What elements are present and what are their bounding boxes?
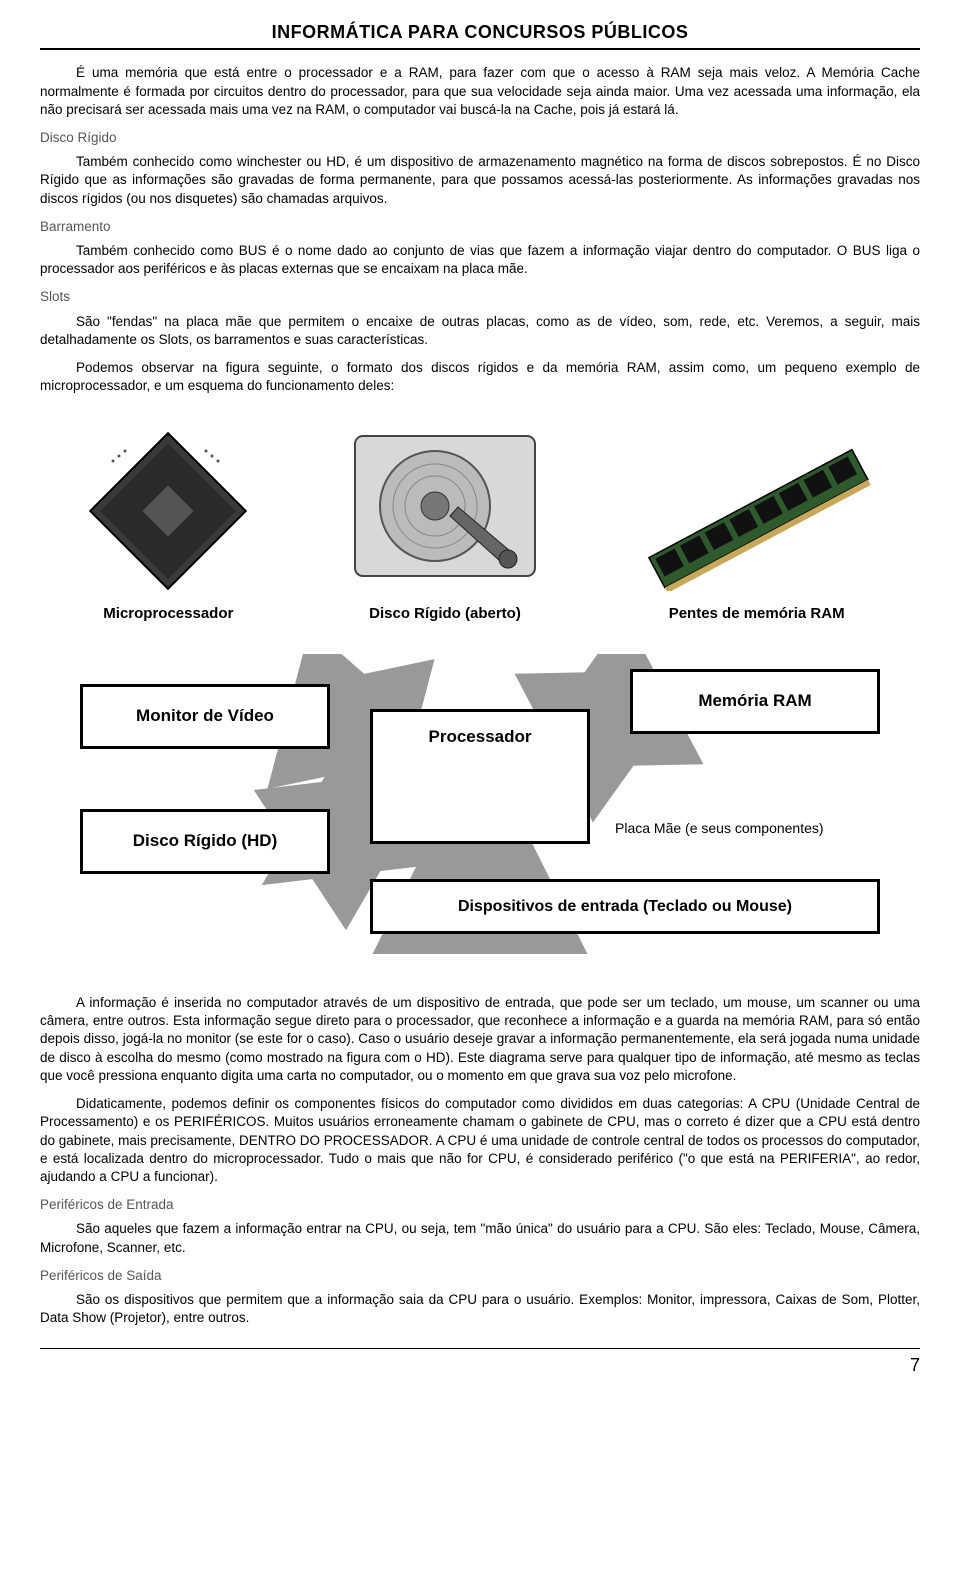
heading-disco-rigido: Disco Rígido: [40, 129, 920, 147]
page-number: 7: [40, 1348, 920, 1377]
figure-caption: Microprocessador: [73, 604, 263, 624]
paragraph-info-flow: A informação é inserida no computador at…: [40, 994, 920, 1085]
diagram-label: Monitor de Vídeo: [136, 705, 274, 728]
figure-hard-disk: Disco Rígido (aberto): [330, 421, 560, 624]
page-title: INFORMÁTICA PARA CONCURSOS PÚBLICOS: [40, 20, 920, 50]
ram-stick-icon: [627, 431, 887, 591]
diagram-label: Processador: [429, 726, 532, 749]
heading-barramento: Barramento: [40, 218, 920, 236]
diagram-label: Disco Rígido (HD): [133, 830, 278, 853]
paragraph-disco: Também conhecido como winchester ou HD, …: [40, 153, 920, 208]
diagram-box-processor: Processador: [370, 709, 590, 844]
hard-disk-icon: [330, 421, 560, 591]
diagram-label-placa-mae: Placa Mãe (e seus componentes): [615, 819, 824, 838]
paragraph-slots-2: Podemos observar na figura seguinte, o f…: [40, 359, 920, 395]
paragraph-barramento: Também conhecido como BUS é o nome dado …: [40, 242, 920, 278]
diagram-label: Memória RAM: [698, 690, 811, 713]
diagram-box-ram: Memória RAM: [630, 669, 880, 734]
heading-slots: Slots: [40, 288, 920, 306]
figure-ram: Pentes de memória RAM: [627, 431, 887, 624]
hardware-figure-row: Microprocessador Disco Rígido (aberto): [40, 421, 920, 624]
paragraph-perif-in: São aqueles que fazem a informação entra…: [40, 1220, 920, 1256]
heading-perifericos-saida: Periféricos de Saída: [40, 1267, 920, 1285]
diagram-box-monitor: Monitor de Vídeo: [80, 684, 330, 749]
diagram-box-input-devices: Dispositivos de entrada (Teclado ou Mous…: [370, 879, 880, 934]
paragraph-cpu-perifericos: Didaticamente, podemos definir os compon…: [40, 1095, 920, 1186]
paragraph-cache: É uma memória que está entre o processad…: [40, 64, 920, 119]
architecture-diagram: Monitor de Vídeo Processador Memória RAM…: [70, 654, 890, 954]
diagram-label: Dispositivos de entrada (Teclado ou Mous…: [458, 896, 792, 918]
figure-caption: Disco Rígido (aberto): [330, 604, 560, 624]
heading-perifericos-entrada: Periféricos de Entrada: [40, 1196, 920, 1214]
diagram-box-hd: Disco Rígido (HD): [80, 809, 330, 874]
figure-microprocessor: Microprocessador: [73, 431, 263, 624]
paragraph-slots-1: São "fendas" na placa mãe que permitem o…: [40, 313, 920, 349]
microprocessor-icon: [73, 431, 263, 591]
paragraph-perif-out: São os dispositivos que permitem que a i…: [40, 1291, 920, 1327]
figure-caption: Pentes de memória RAM: [627, 604, 887, 624]
